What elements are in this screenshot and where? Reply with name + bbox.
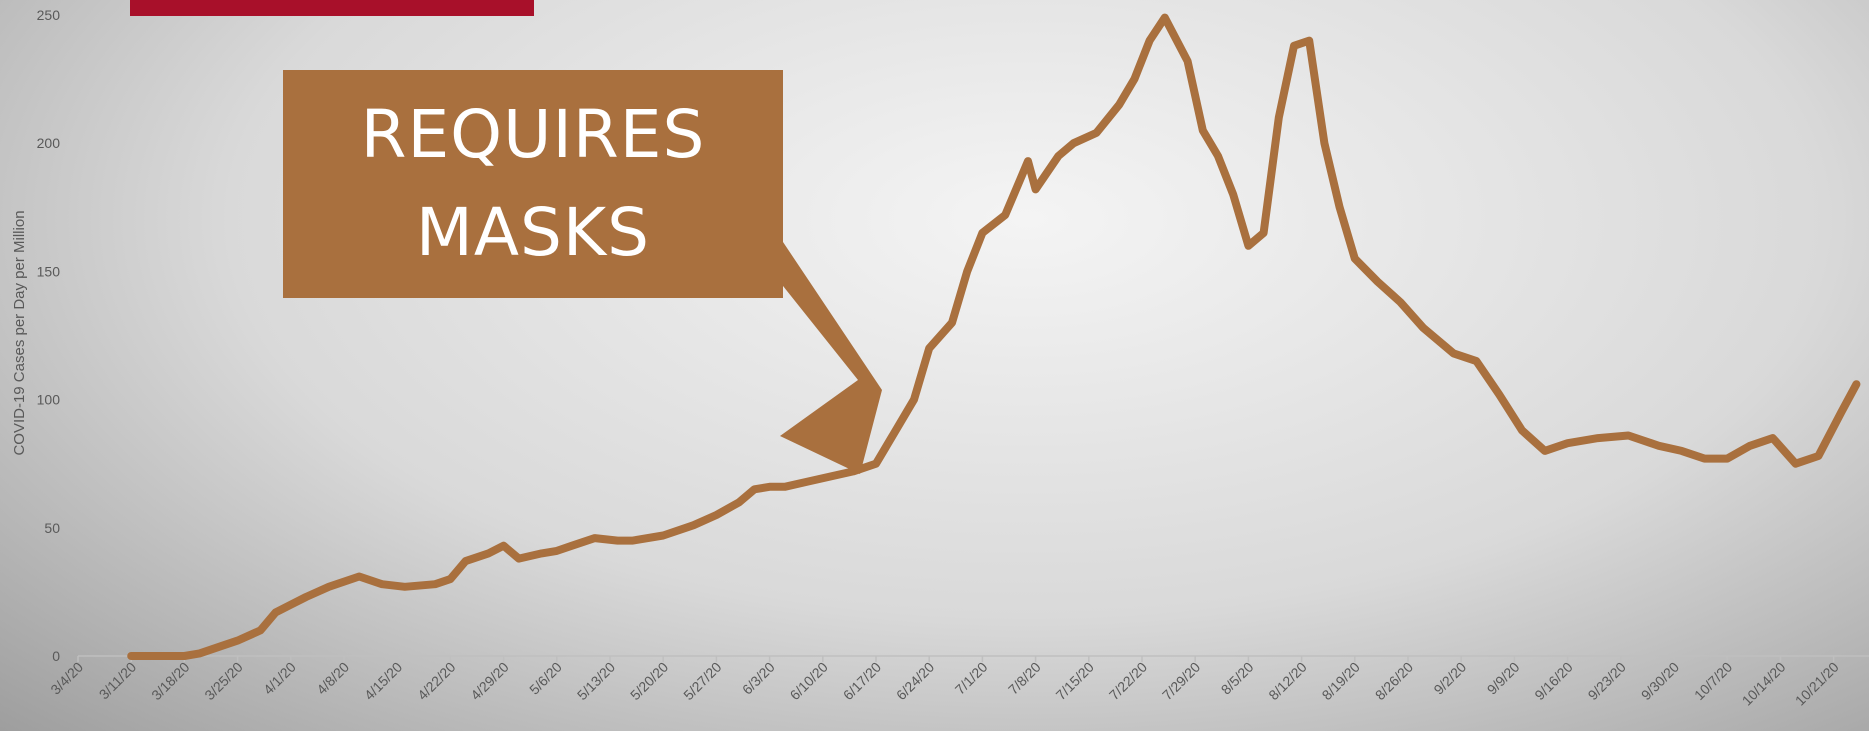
x-tick-label: 3/11/20 [96, 659, 140, 703]
x-tick-label: 5/27/20 [680, 659, 724, 703]
x-tick-label: 9/2/20 [1430, 659, 1469, 698]
y-tick-label: 150 [37, 263, 61, 279]
x-tick-label: 9/9/20 [1484, 659, 1523, 698]
x-tick-label: 6/24/20 [893, 659, 937, 703]
x-tick-label: 8/12/20 [1265, 659, 1309, 703]
y-tick-label: 0 [52, 648, 60, 664]
requires-masks-callout: REQUIRES MASKS [283, 70, 783, 298]
x-tick-label: 7/15/20 [1053, 659, 1097, 703]
x-tick-label: 8/5/20 [1218, 659, 1257, 698]
callout-line-1: REQUIRES [360, 96, 706, 173]
x-tick-label: 3/18/20 [148, 659, 192, 703]
x-tick-label: 7/22/20 [1106, 659, 1150, 703]
x-tick-label: 6/17/20 [840, 659, 884, 703]
x-tick-label: 10/7/20 [1691, 659, 1735, 703]
x-tick-label: 8/19/20 [1319, 659, 1363, 703]
x-tick-label: 3/4/20 [47, 659, 86, 698]
callout-line-2: MASKS [415, 194, 651, 271]
y-tick-label: 100 [37, 392, 61, 408]
y-axis-ticks: 0 50 100 150 200 250 [37, 7, 61, 664]
x-tick-label: 9/23/20 [1585, 659, 1629, 703]
x-tick-label: 5/13/20 [574, 659, 618, 703]
x-tick-label: 10/14/20 [1739, 659, 1789, 709]
x-tick-label: 4/29/20 [467, 659, 511, 703]
y-tick-label: 50 [44, 520, 60, 536]
x-tick-label: 3/25/20 [201, 659, 245, 703]
x-tick-label: 7/8/20 [1005, 659, 1044, 698]
x-tick-label: 5/6/20 [526, 659, 565, 698]
x-axis-ticks: 3/4/20 3/11/20 3/18/20 3/25/20 4/1/20 4/8/20 4… [47, 656, 1842, 709]
x-tick-label: 7/29/20 [1159, 659, 1203, 703]
x-tick-label: 7/1/20 [952, 659, 991, 698]
x-tick-label: 4/22/20 [414, 659, 458, 703]
y-axis-label: COVID-19 Cases per Day per Million [11, 210, 28, 456]
x-tick-label: 6/3/20 [739, 659, 778, 698]
y-tick-label: 250 [37, 7, 61, 23]
x-tick-label: 4/1/20 [260, 659, 299, 698]
series-line [127, 13, 1861, 660]
x-tick-label: 4/15/20 [361, 659, 405, 703]
x-tick-label: 6/10/20 [787, 659, 831, 703]
callout-arrow [748, 242, 882, 474]
red-header-bar [130, 0, 534, 16]
y-tick-label: 200 [37, 135, 61, 151]
x-tick-label: 4/8/20 [313, 659, 352, 698]
x-tick-label: 9/30/20 [1638, 659, 1682, 703]
x-tick-label: 5/20/20 [627, 659, 671, 703]
x-tick-label: 10/21/20 [1792, 659, 1842, 709]
x-tick-label: 8/26/20 [1372, 659, 1416, 703]
x-tick-label: 9/16/20 [1531, 659, 1575, 703]
